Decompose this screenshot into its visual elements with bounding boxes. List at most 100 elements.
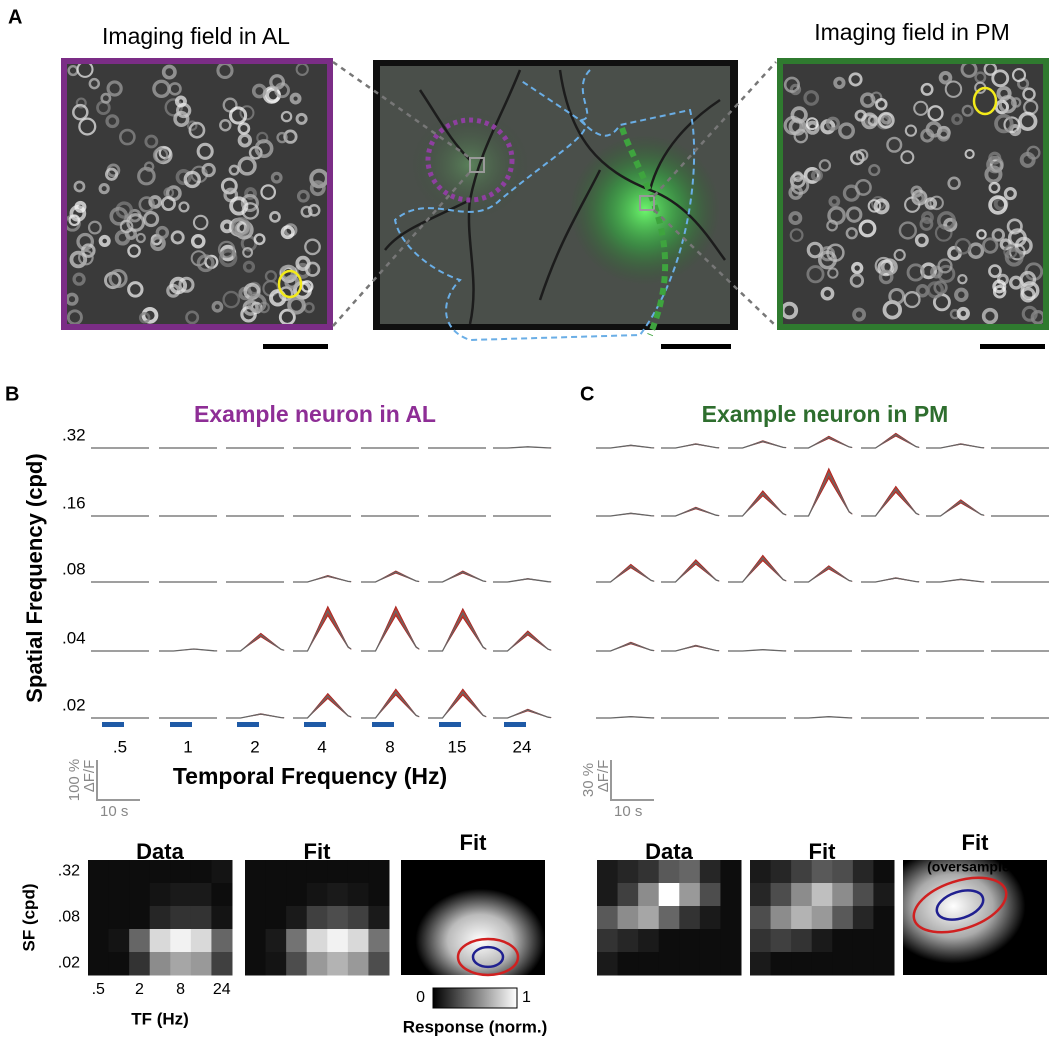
cell: [981, 307, 999, 325]
heat-cell: [108, 952, 130, 976]
tf-label: 8: [385, 737, 394, 756]
cell: [992, 285, 1007, 299]
heat-cell: [873, 906, 895, 930]
cell: [873, 198, 890, 215]
heat-cell: [88, 906, 110, 930]
cell: [144, 134, 159, 149]
heat-cell: [88, 883, 110, 907]
contour-outer: [456, 937, 520, 977]
sf-label: .02: [62, 695, 86, 714]
cell: [276, 131, 288, 144]
trace: [361, 690, 420, 719]
cell: [828, 195, 841, 208]
cell: [818, 250, 837, 270]
cell: [914, 233, 929, 248]
heat-cell: [791, 883, 813, 907]
contour-inner: [935, 889, 985, 921]
trace-error: [493, 708, 552, 719]
cell: [72, 272, 86, 286]
heatmap-subtitle: (oversampled): [425, 859, 521, 875]
cell: [152, 147, 169, 163]
cell: [998, 95, 1017, 114]
cell: [944, 80, 963, 98]
cell: [854, 109, 867, 122]
heat-cell: [679, 883, 701, 907]
cell: [1022, 87, 1036, 101]
trace: [493, 709, 552, 719]
cell: [938, 70, 953, 85]
heat-cell: [720, 860, 742, 884]
cell: [240, 193, 259, 213]
cell: [126, 213, 145, 232]
trace-error: [493, 630, 552, 652]
heat-cell: [108, 906, 130, 930]
trace: [728, 440, 787, 449]
heat-cell: [129, 929, 151, 953]
cell: [218, 248, 238, 268]
heat-cell: [129, 860, 151, 884]
connector-lines: [332, 60, 777, 327]
cell: [66, 309, 83, 326]
cell: [106, 80, 123, 97]
heat-cell: [720, 952, 742, 976]
colorbar-label: Response (norm.): [403, 1017, 548, 1036]
cell: [957, 273, 968, 285]
heat-cell: [597, 883, 619, 907]
trace: [596, 642, 655, 652]
heat-cell: [811, 952, 833, 976]
heat-cell: [720, 929, 742, 953]
heat-cell: [190, 860, 212, 884]
heat-cell: [750, 883, 772, 907]
cell: [1003, 187, 1017, 201]
heat-cell: [347, 883, 369, 907]
cell: [148, 195, 162, 209]
heat-cell: [873, 883, 895, 907]
heat-cell: [245, 952, 267, 976]
stimulus-bar: [504, 722, 526, 727]
cell: [790, 176, 810, 195]
sf-label: .08: [62, 559, 86, 578]
heatmap-title: Data: [645, 839, 693, 864]
heat-cell: [245, 906, 267, 930]
heat-cell: [327, 929, 349, 953]
heat-cell: [852, 883, 874, 907]
cell: [984, 165, 1003, 184]
cell: [289, 92, 302, 105]
tf-label: 15: [448, 737, 467, 756]
heat-cell: [638, 906, 660, 930]
heat-cell: [286, 883, 308, 907]
trace: [596, 444, 655, 449]
heat-cell: [597, 860, 619, 884]
cell: [988, 264, 1002, 278]
cell: [886, 136, 903, 153]
cell: [991, 69, 1010, 88]
cell: [877, 259, 895, 277]
panel-letter: A: [8, 6, 22, 28]
cell: [792, 171, 804, 183]
heatmap-subtitle: (oversampled): [927, 859, 1023, 875]
cell: [77, 249, 94, 266]
y-tick-label: .02: [58, 955, 80, 972]
cell: [88, 77, 100, 90]
cell: [178, 276, 195, 293]
heat-cell: [170, 906, 192, 930]
cell: [270, 171, 283, 184]
cell: [108, 268, 128, 288]
cell: [827, 267, 839, 279]
cell: [186, 120, 198, 131]
cell: [961, 104, 974, 117]
cell: [244, 187, 257, 200]
heat-cell: [306, 929, 328, 953]
heat-cell: [791, 906, 813, 930]
overview-image: [373, 60, 738, 342]
heat-cell: [852, 952, 874, 976]
cell: [789, 228, 804, 243]
heat-cell: [211, 929, 233, 953]
cell: [247, 293, 267, 313]
cell: [903, 291, 921, 309]
cell: [788, 118, 807, 136]
heat-cell: [617, 952, 639, 976]
heat-cell: [88, 929, 110, 953]
trace-error: [794, 467, 853, 517]
heat-cell: [699, 952, 721, 976]
